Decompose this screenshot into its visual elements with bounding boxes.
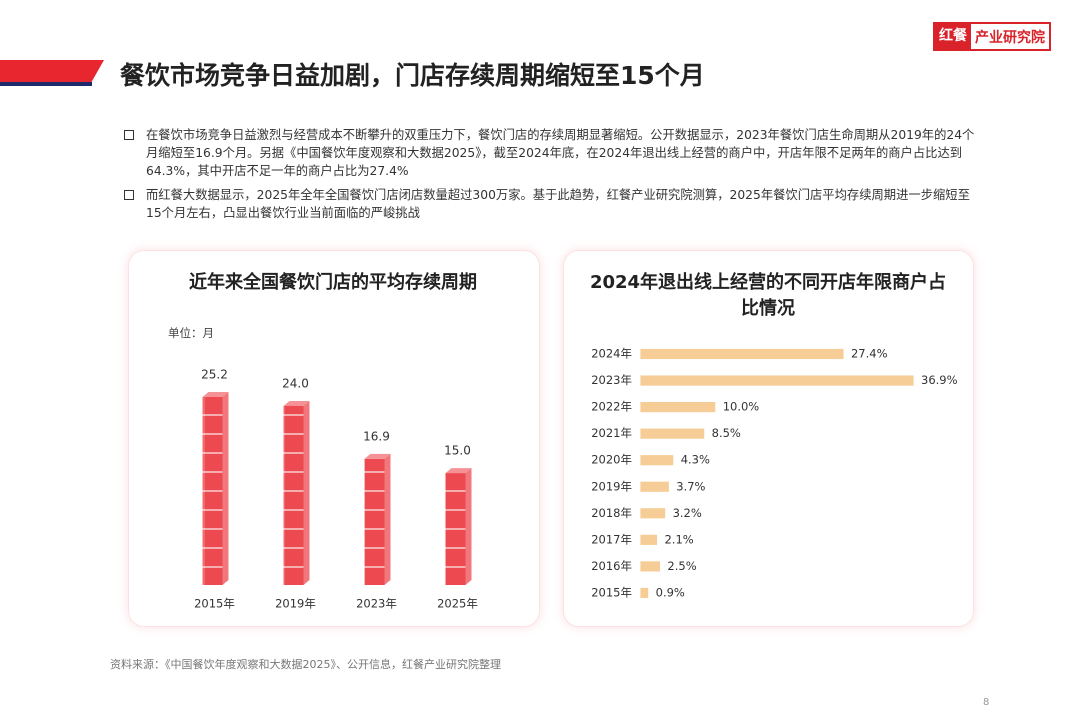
value-label: 10.0%: [723, 400, 760, 414]
logo: 红餐 产业研究院: [933, 22, 1051, 51]
bullet: 在餐饮市场竞争日益激烈与经营成本不断攀升的双重压力下，餐饮门店的存续周期显著缩短…: [124, 126, 984, 180]
bar: [640, 375, 914, 386]
header-bar: [0, 60, 104, 82]
y-tick-label: 2021年: [591, 426, 632, 440]
x-tick-label: 2025年: [437, 597, 478, 611]
bar-top: [202, 392, 229, 397]
bar: [640, 561, 661, 572]
chart-title: 2024年退出线上经营的不同开店年限商户占比情况: [589, 272, 947, 319]
y-tick-label: 2022年: [591, 400, 632, 414]
bullet-text: 而红餐大数据显示，2025年全年全国餐饮门店闭店数量超过300万家。基于此趋势，…: [146, 188, 970, 220]
logo-name: 产业研究院: [975, 29, 1045, 46]
y-tick-label: 2015年: [591, 585, 632, 599]
chart-title: 近年来全国餐饮门店的平均存续周期: [189, 272, 477, 293]
bar: [640, 481, 669, 492]
y-tick-label: 2016年: [591, 559, 632, 573]
bar-top: [364, 453, 391, 459]
y-tick-label: 2020年: [591, 453, 632, 467]
y-tick-label: 2017年: [591, 532, 632, 546]
bar-side: [222, 392, 229, 585]
x-tick-label: 2023年: [356, 597, 397, 611]
y-tick-label: 2023年: [591, 373, 632, 387]
bar-top: [283, 400, 310, 406]
header-line: [0, 82, 92, 86]
value-label: 15.0: [444, 444, 471, 458]
bar-side: [303, 400, 310, 585]
value-label: 24.0: [282, 376, 309, 390]
value-label: 3.7%: [676, 479, 705, 493]
x-tick-label: 2015年: [194, 597, 235, 611]
bar: [640, 428, 705, 439]
bar-side: [465, 468, 472, 585]
bullet: 而红餐大数据显示，2025年全年全国餐饮门店闭店数量超过300万家。基于此趋势，…: [124, 186, 984, 222]
y-tick-label: 2019年: [591, 479, 632, 493]
bar: [640, 587, 649, 599]
bar: [283, 405, 304, 585]
page-number: 8: [983, 697, 990, 708]
x-tick-label: 2019年: [275, 597, 316, 611]
value-label: 3.2%: [673, 506, 702, 520]
bar: [202, 397, 223, 585]
bar: [640, 508, 666, 519]
value-label: 2.5%: [667, 559, 696, 573]
bullet-text: 在餐饮市场竞争日益激烈与经营成本不断攀升的双重压力下，餐饮门店的存续周期显著缩短…: [146, 128, 975, 178]
value-label: 2.1%: [664, 532, 693, 546]
bar-side: [384, 453, 391, 585]
logo-brand: 红餐: [935, 24, 971, 49]
value-label: 8.5%: [712, 426, 741, 440]
y-tick-label: 2024年: [591, 347, 632, 361]
bar: [640, 348, 844, 360]
bar: [445, 473, 466, 585]
bar: [640, 455, 674, 466]
bar-top: [445, 468, 472, 474]
bar: [640, 402, 716, 413]
y-tick-label: 2018年: [591, 506, 632, 520]
bar: [640, 534, 658, 545]
page-title: 餐饮市场竞争日益加剧，门店存续周期缩短至15个月: [120, 61, 705, 90]
value-label: 16.9: [363, 429, 390, 443]
value-label: 27.4%: [851, 347, 888, 361]
value-label: 4.3%: [681, 453, 710, 467]
bar: [364, 458, 385, 585]
source: 资料来源：《中国餐饮年度观察和大数据2025》、公开信息，红餐产业研究院整理: [110, 658, 501, 671]
value-label: 0.9%: [656, 585, 685, 599]
value-label: 36.9%: [921, 373, 958, 387]
unit-label: 单位：月: [168, 326, 214, 340]
value-label: 25.2: [201, 368, 228, 382]
chart-card: [563, 250, 974, 627]
